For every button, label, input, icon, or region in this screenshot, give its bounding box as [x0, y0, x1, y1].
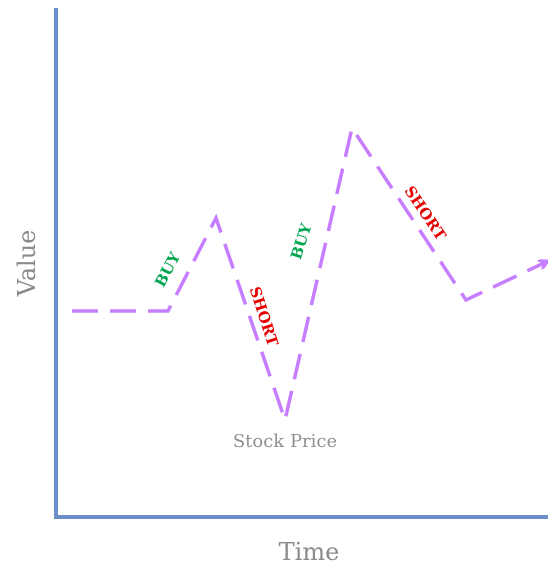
series-label: Stock Price	[233, 431, 337, 452]
stock-price-line	[72, 123, 546, 427]
x-axis-label: Time	[279, 538, 340, 566]
buy-label-2: BUY	[287, 221, 315, 262]
y-axis-label: Value	[13, 230, 41, 298]
buy-label-1: BUY	[151, 249, 184, 290]
